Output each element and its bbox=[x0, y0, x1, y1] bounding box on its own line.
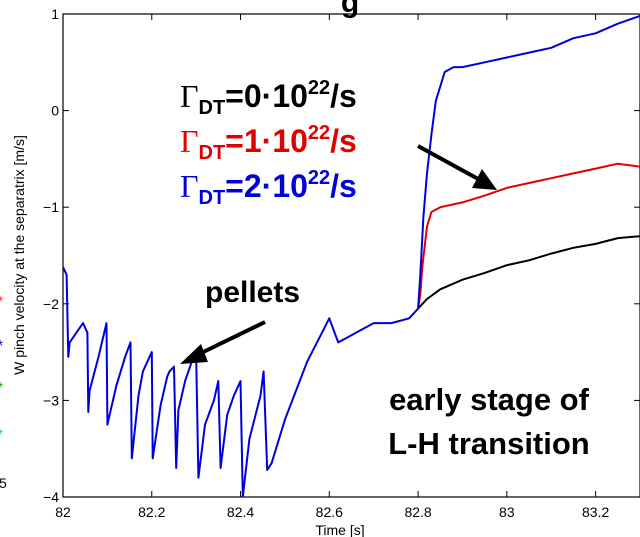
x-tick-label: 82 bbox=[55, 504, 71, 520]
series-line-0 bbox=[63, 14, 640, 497]
plot-area bbox=[62, 13, 640, 498]
legend-entry-0: ΓDT=0·1022/s bbox=[180, 77, 357, 119]
x-tick-label: 82.2 bbox=[138, 504, 165, 520]
x-tick-label: 83.2 bbox=[582, 504, 609, 520]
left-margin-markers: * * * * bbox=[0, 294, 3, 444]
x-tick-label: 82.4 bbox=[227, 504, 254, 520]
left-margin-text: 5 bbox=[0, 475, 7, 491]
series-line-1 bbox=[417, 162, 640, 309]
legend-entry-1: ΓDT=1·1022/s bbox=[180, 122, 357, 164]
arrow-legend bbox=[417, 144, 497, 190]
y-axis-label: W pinch velocity at the separatrix [m/s] bbox=[11, 135, 27, 375]
annotation-stage-line1: early stage of bbox=[389, 382, 590, 417]
y-tick-label: 1 bbox=[51, 6, 59, 22]
annotation-stage-line2: L-H transition bbox=[388, 426, 590, 461]
series-line-2 bbox=[417, 235, 640, 310]
y-tick-label: 0 bbox=[51, 103, 59, 119]
y-tick-label: −1 bbox=[43, 199, 59, 215]
y-tick-label: −4 bbox=[43, 489, 59, 505]
y-tick-label: −2 bbox=[43, 296, 59, 312]
x-tick-label: 82.6 bbox=[316, 504, 343, 520]
margin-marker: * bbox=[0, 380, 3, 397]
margin-marker: * bbox=[0, 427, 3, 444]
x-tick-label: 83 bbox=[499, 504, 515, 520]
series-layer bbox=[63, 14, 640, 497]
x-tick-label: 82.8 bbox=[404, 504, 431, 520]
x-axis: 82 82.2 82.4 82.6 82.8 83 83.2 bbox=[55, 14, 609, 520]
chart-title-fragment: g bbox=[341, 0, 359, 19]
legend-entry-2: ΓDT=2·1022/s bbox=[180, 167, 357, 209]
margin-marker: * bbox=[0, 294, 3, 311]
arrow-pellets bbox=[180, 320, 266, 364]
x-axis-label: Time [s] bbox=[315, 522, 364, 537]
margin-marker: * bbox=[0, 338, 3, 355]
y-axis: 1 0 −1 −2 −3 −4 bbox=[43, 6, 640, 505]
annotation-pellets: pellets bbox=[205, 276, 300, 309]
y-tick-label: −3 bbox=[43, 392, 59, 408]
